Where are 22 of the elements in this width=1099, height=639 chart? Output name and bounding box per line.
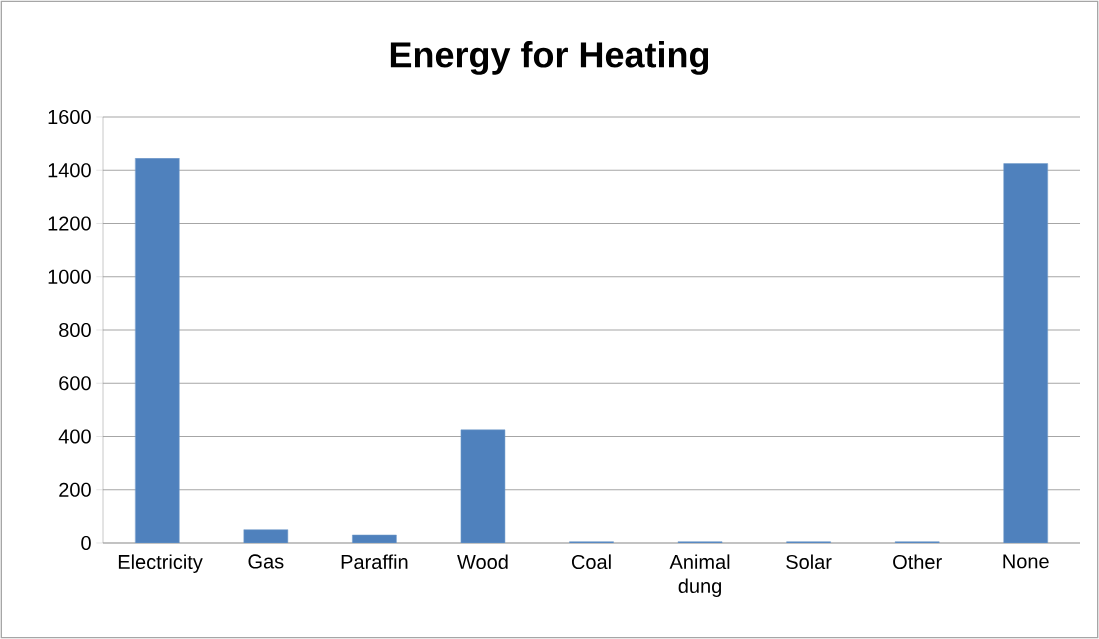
x-tick-label: Other — [893, 554, 942, 570]
x-tick-label: Solar — [786, 554, 832, 570]
y-tick-label: 800 — [59, 322, 91, 338]
chart-title: Energy for Heating — [390, 41, 709, 75]
x-tick-label: Wood — [457, 554, 508, 570]
y-tick-label: 1000 — [48, 269, 91, 284]
x-tick-label: Animal dung — [669, 554, 730, 598]
x-tick-label: Electricity — [118, 554, 203, 574]
y-tick-label: 1400 — [48, 163, 91, 178]
y-tick-label: 600 — [59, 376, 91, 391]
y-tick-label: 1600 — [48, 109, 91, 125]
y-tick-label: 200 — [59, 482, 91, 497]
bar — [1003, 163, 1048, 543]
y-tick-label: 400 — [58, 429, 91, 444]
x-tick-label: Gas — [248, 554, 284, 569]
y-tick-label: 1200 — [48, 216, 91, 231]
bar — [135, 157, 180, 543]
x-tick-label: Coal — [571, 554, 611, 570]
x-tick-label: None — [1003, 554, 1049, 569]
x-tick-label: Paraffin — [341, 554, 408, 570]
y-tick-label: 0 — [81, 535, 91, 551]
bar — [460, 429, 506, 543]
